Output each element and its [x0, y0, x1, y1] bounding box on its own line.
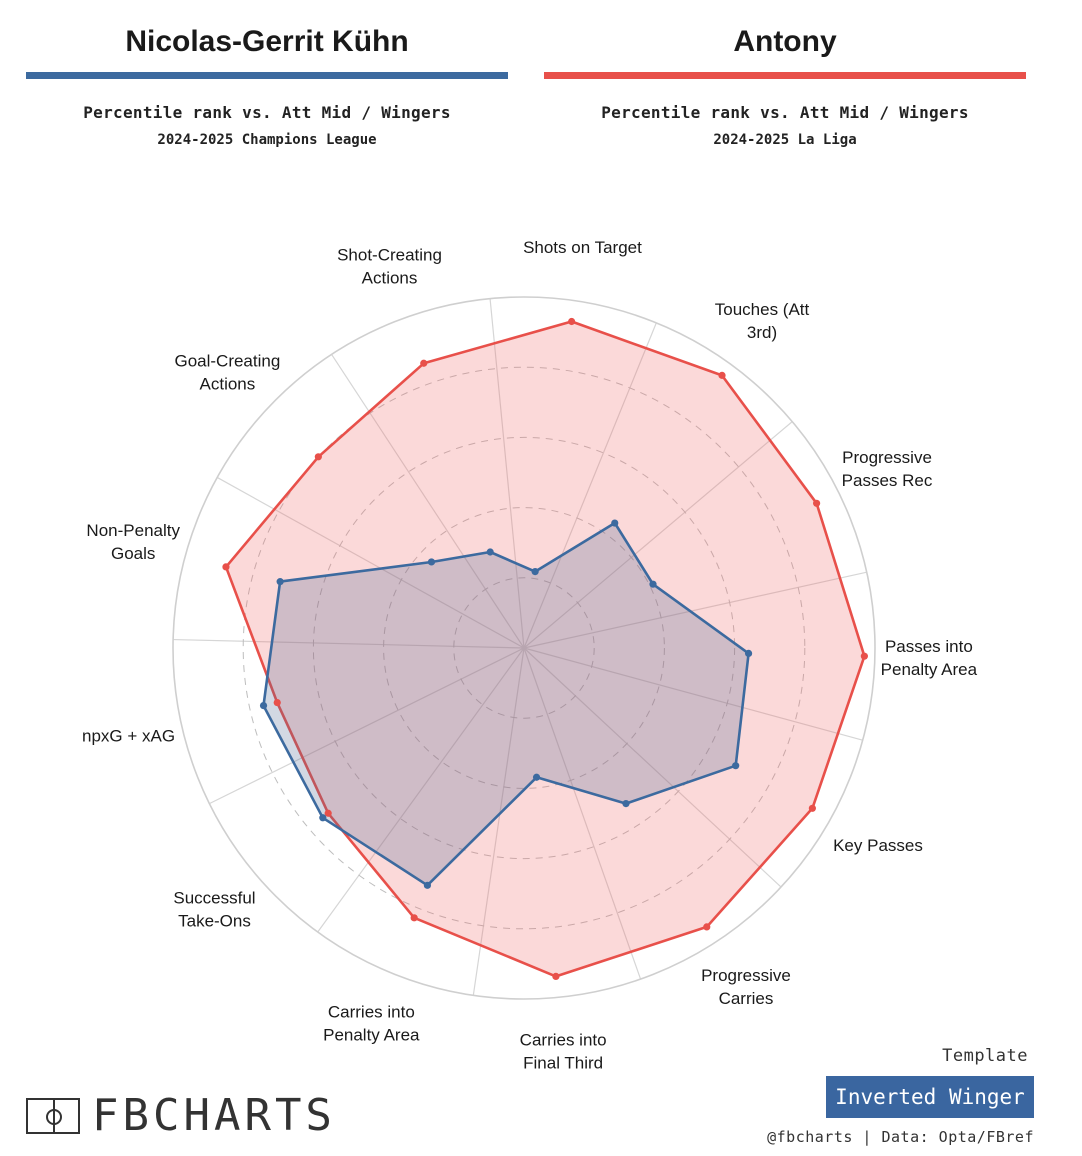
data-point-kuhn [611, 519, 619, 527]
data-point-kuhn [259, 701, 268, 710]
data-point-antony [860, 652, 868, 660]
sector-divider [523, 647, 782, 888]
sector-divider [523, 647, 863, 741]
outer-ring [172, 296, 876, 1000]
left-player-name: Nicolas-Gerrit Kühn [125, 25, 409, 58]
data-point-kuhn [649, 580, 657, 588]
right-player-name: Antony [733, 25, 837, 58]
left-player-header: Nicolas-Gerrit Kühn Percentile rank vs. … [26, 0, 508, 148]
right-player-color-bar [544, 72, 1026, 79]
data-point-kuhn [622, 799, 630, 808]
sector-divider [209, 647, 525, 805]
grid-ring [242, 366, 806, 930]
data-point-kuhn [276, 578, 284, 586]
data-point-antony [808, 804, 816, 812]
data-point-antony [703, 923, 711, 931]
sector-divider [523, 421, 793, 649]
data-point-kuhn [532, 773, 541, 781]
data-point-kuhn [486, 548, 494, 556]
axis-label: Progressive Passes Rec [842, 448, 933, 490]
left-player-color-bar [26, 72, 508, 79]
data-point-antony [552, 972, 560, 980]
data-credit: @fbcharts | Data: Opta/FBref [767, 1128, 1034, 1146]
data-point-antony [324, 809, 332, 817]
data-point-antony [568, 317, 576, 326]
left-player-subtitle: Percentile rank vs. Att Mid / Wingers [83, 103, 451, 122]
data-point-antony [222, 563, 230, 571]
pitch-icon [26, 1098, 80, 1134]
axis-label: Goal-Creating Actions [174, 352, 280, 394]
axis-label: Passes into Penalty Area [881, 637, 978, 679]
axis-label: Carries into Penalty Area [323, 1003, 420, 1045]
right-player-subtitle: Percentile rank vs. Att Mid / Wingers [601, 103, 969, 122]
template-label: Template [942, 1046, 1028, 1066]
sector-divider [523, 322, 657, 649]
left-player-competition: 2024-2025 Champions League [157, 132, 377, 148]
data-point-kuhn [531, 567, 539, 576]
data-point-kuhn [319, 814, 327, 822]
data-point-antony [273, 698, 281, 707]
sector-divider [489, 298, 525, 649]
data-point-antony [314, 453, 322, 461]
sector-divider [331, 354, 525, 649]
sector-divider [523, 647, 642, 980]
axis-label: Shots on Target [523, 238, 642, 257]
axis-label: Key Passes [833, 836, 923, 855]
sector-divider [216, 476, 525, 649]
data-point-antony [813, 499, 821, 507]
axis-label: Successful Take-Ons [173, 889, 255, 931]
data-point-antony [718, 371, 726, 379]
sector-divider [317, 647, 525, 933]
right-player-header: Antony Percentile rank vs. Att Mid / Win… [544, 0, 1026, 148]
grid-ring [383, 507, 665, 789]
logo-text: FBCHARTS [92, 1090, 336, 1141]
fbcharts-logo: FBCHARTS [26, 1094, 336, 1138]
series-area-kuhn [262, 521, 750, 887]
sector-divider [173, 638, 525, 649]
grid-ring [312, 436, 736, 860]
data-point-antony [420, 359, 428, 367]
template-badge: Inverted Winger [826, 1076, 1034, 1118]
axis-label: Shot-Creating Actions [337, 245, 442, 287]
data-point-antony [410, 914, 418, 922]
axis-label: Progressive Carries [701, 966, 791, 1008]
axis-label: Carries into Final Third [520, 1031, 607, 1073]
right-player-competition: 2024-2025 La Liga [713, 132, 857, 148]
sector-divider [523, 571, 867, 649]
axis-label: Non-Penalty Goals [86, 521, 180, 563]
axis-label: Touches (Att 3rd) [715, 300, 810, 342]
data-point-kuhn [732, 762, 740, 770]
grid-ring [453, 577, 595, 719]
axis-label: npxG + xAG [82, 726, 175, 745]
data-point-kuhn [427, 558, 436, 566]
sector-divider [472, 647, 525, 996]
series-area-antony [224, 320, 866, 978]
data-point-kuhn [423, 881, 432, 889]
data-point-kuhn [744, 649, 753, 657]
